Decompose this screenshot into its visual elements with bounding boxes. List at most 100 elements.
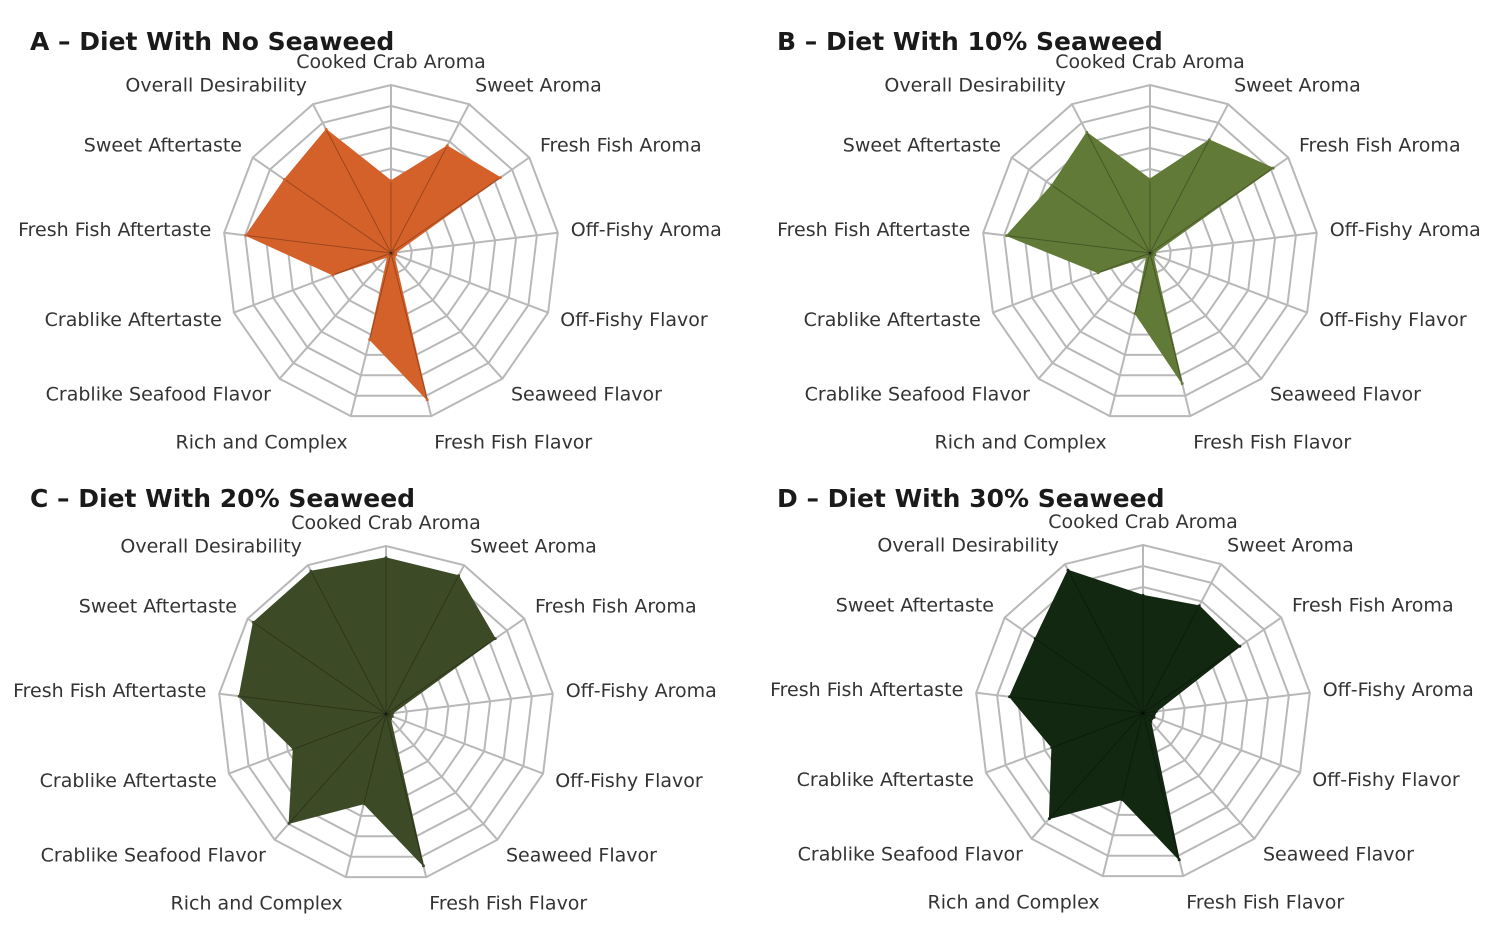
axis-label-sweet-aftertaste: Sweet Aftertaste <box>843 135 1001 157</box>
axis-label-sweet-aroma: Sweet Aroma <box>470 536 597 558</box>
axis-label-fresh-fish-aftertaste: Fresh Fish Aftertaste <box>770 679 963 701</box>
data-point-fresh-fish-aftertaste <box>244 233 248 237</box>
series-area <box>245 128 502 402</box>
panel-title: A – Diet With No Seaweed <box>30 27 394 56</box>
data-point-seaweed-flavor <box>389 717 392 721</box>
inner-spoke <box>363 713 387 804</box>
inner-spoke <box>1142 710 1157 714</box>
axis-label-fresh-fish-aftertaste: Fresh Fish Aftertaste <box>18 219 211 241</box>
panel-title: C – Diet With 20% Seaweed <box>30 484 415 513</box>
axis-label-off-fishy-flavor: Off-Fishy Flavor <box>555 770 703 792</box>
inner-spoke <box>1009 696 1144 714</box>
axis-label-seaweed-flavor: Seaweed Flavor <box>506 845 657 867</box>
axis-label-off-fishy-flavor: Off-Fishy Flavor <box>560 309 708 331</box>
inner-spoke <box>239 695 387 715</box>
inner-spoke <box>385 638 496 715</box>
axis-spoke <box>385 692 553 715</box>
axis-label-crablike-aftertaste: Crablike Aftertaste <box>804 309 981 331</box>
axis-label-crablike-aftertaste: Crablike Aftertaste <box>40 770 217 792</box>
axis-label-rich-and-complex: Rich and Complex <box>176 432 348 454</box>
data-point-seaweed-flavor <box>1149 720 1153 724</box>
inner-spoke <box>1142 712 1180 860</box>
inner-spoke <box>1098 252 1151 274</box>
data-point-overall-desirability <box>309 569 313 573</box>
data-point-fresh-fish-aroma <box>1271 166 1275 170</box>
data-point-rich-and-complex <box>1133 311 1137 315</box>
data-point-off-fishy-aroma <box>1154 709 1158 713</box>
data-point-fresh-fish-aftertaste <box>1008 695 1012 699</box>
data-point-off-fishy-flavor <box>390 714 394 718</box>
data-point-seaweed-flavor <box>1151 255 1155 259</box>
inner-spoke <box>1034 638 1144 714</box>
axis-label-crablike-aftertaste: Crablike Aftertaste <box>45 309 222 331</box>
data-point-crablike-aftertaste <box>1050 746 1054 750</box>
panel-title: B – Diet With 10% Seaweed <box>777 27 1163 56</box>
data-point-crablike-aftertaste <box>1096 271 1100 275</box>
axis-spoke <box>390 252 549 314</box>
axis-label-overall-desirability: Overall Desirability <box>877 535 1058 557</box>
inner-spoke <box>332 252 392 276</box>
inner-spoke <box>390 145 448 254</box>
axis-spoke <box>390 231 558 254</box>
axis-label-crablike-aftertaste: Crablike Aftertaste <box>797 769 974 791</box>
inner-spoke <box>1149 252 1183 384</box>
axis-label-sweet-aftertaste: Sweet Aftertaste <box>79 596 237 618</box>
axis-label-fresh-fish-aroma: Fresh Fish Aroma <box>535 596 697 618</box>
axis-label-fresh-fish-aftertaste: Fresh Fish Aftertaste <box>777 219 970 241</box>
data-point-fresh-fish-flavor <box>421 864 425 868</box>
data-point-cooked-crab-aroma <box>384 556 388 560</box>
data-point-cooked-crab-aroma <box>1148 177 1152 181</box>
grid-ring <box>982 83 1318 418</box>
axis-label-cooked-crab-aroma: Cooked Crab Aroma <box>1055 51 1245 73</box>
inner-spoke <box>325 129 392 254</box>
data-point-crablike-aftertaste <box>331 273 335 277</box>
axis-label-overall-desirability: Overall Desirability <box>884 75 1065 97</box>
axis-spoke <box>385 713 499 841</box>
axis-label-seaweed-flavor: Seaweed Flavor <box>511 384 662 406</box>
inner-spoke <box>1134 252 1151 314</box>
grid-ring <box>244 104 538 397</box>
inner-spoke <box>293 713 387 750</box>
data-point-sweet-aftertaste <box>251 620 255 624</box>
data-point-sweet-aroma <box>1197 604 1201 608</box>
data-point-sweet-aftertaste <box>1050 183 1054 187</box>
grid-ring <box>1023 125 1277 377</box>
axis-label-rich-and-complex: Rich and Complex <box>935 432 1107 454</box>
panel-title: D – Diet With 30% Seaweed <box>777 484 1164 513</box>
axis-label-fresh-fish-aroma: Fresh Fish Aroma <box>1292 595 1454 617</box>
data-point-cooked-crab-aroma <box>1141 593 1145 597</box>
grid-ring <box>975 543 1311 878</box>
inner-spoke <box>1067 569 1144 714</box>
data-point-overall-desirability <box>1066 568 1070 572</box>
series-area <box>1005 131 1275 384</box>
data-point-crablike-seafood-flavor <box>1145 255 1149 259</box>
axis-label-cooked-crab-aroma: Cooked Crab Aroma <box>291 512 481 534</box>
axis-spoke <box>385 713 544 775</box>
axis-label-rich-and-complex: Rich and Complex <box>928 892 1100 914</box>
inner-spoke <box>284 179 392 254</box>
grid-ring <box>996 564 1290 857</box>
axis-label-fresh-fish-aroma: Fresh Fish Aroma <box>540 135 702 157</box>
grid-ring <box>218 544 554 879</box>
data-point-off-fishy-aroma <box>391 711 395 715</box>
axis-spoke <box>1142 712 1301 774</box>
data-point-overall-desirability <box>1085 131 1089 134</box>
data-point-overall-desirability <box>324 128 328 131</box>
axis-spoke <box>1149 252 1308 314</box>
axis-label-off-fishy-aroma: Off-Fishy Aroma <box>571 219 722 241</box>
data-point-rich-and-complex <box>362 802 366 806</box>
axis-spoke <box>1142 691 1310 714</box>
data-point-sweet-aroma <box>457 574 461 578</box>
inner-spoke <box>385 575 460 715</box>
axis-label-sweet-aroma: Sweet Aroma <box>1234 75 1361 97</box>
data-point-crablike-seafood-flavor <box>1047 817 1051 821</box>
data-point-rich-and-complex <box>368 338 372 341</box>
axis-label-fresh-fish-flavor: Fresh Fish Flavor <box>1193 432 1351 454</box>
axis-label-rich-and-complex: Rich and Complex <box>171 893 343 915</box>
inner-spoke <box>1142 605 1200 714</box>
axis-label-fresh-fish-flavor: Fresh Fish Flavor <box>434 432 592 454</box>
inner-spoke <box>288 713 387 824</box>
inner-spoke <box>310 570 387 715</box>
